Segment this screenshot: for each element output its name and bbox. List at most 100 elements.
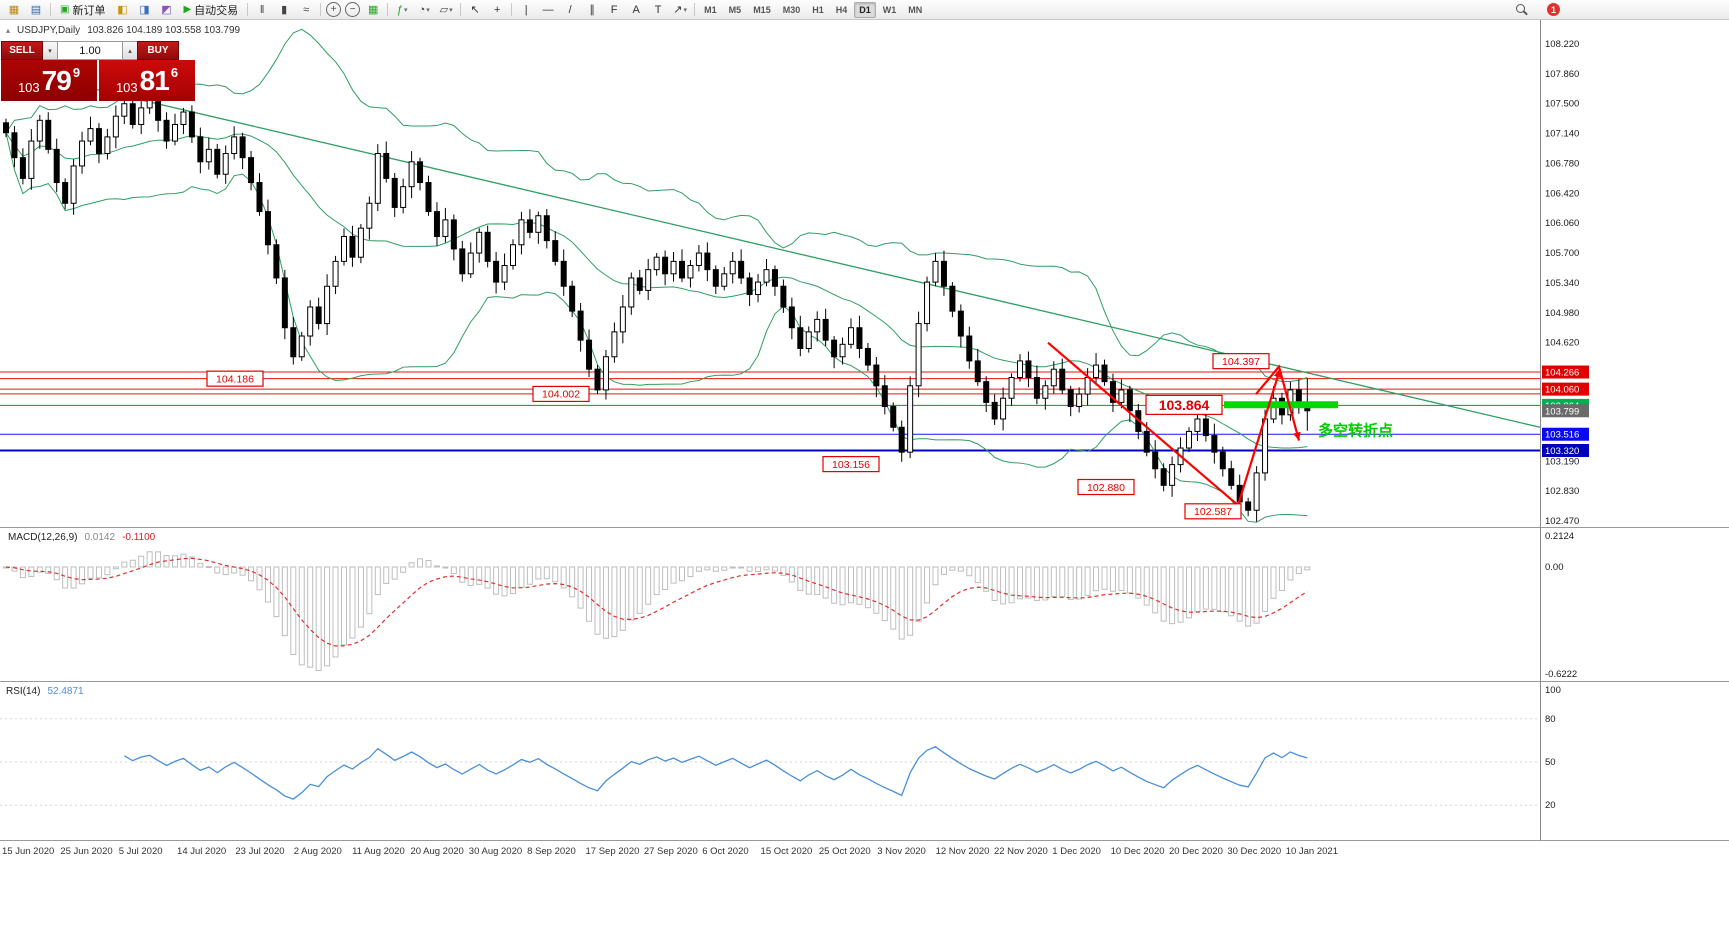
new-chart-icon[interactable]: ▦ — [4, 1, 24, 19]
candle — [552, 240, 559, 262]
price-axis-tick: 106.060 — [1545, 218, 1579, 229]
candle — [1059, 368, 1066, 391]
sell-price-block[interactable]: 103 79 9 — [1, 60, 97, 101]
templates-icon[interactable]: ▱ ▾ — [436, 1, 456, 19]
indicators-icon[interactable]: ƒ ▾ — [392, 1, 412, 19]
macd-bar — [1025, 566, 1032, 599]
price-callout-box[interactable] — [1212, 353, 1270, 370]
new-order-button-label: 新订单 — [72, 4, 106, 17]
date-axis[interactable]: 15 Jun 2020 25 Jun 2020 5 Jul 2020 14 Jul 2… — [0, 842, 1540, 862]
candle — [197, 136, 204, 163]
timeframe-m30[interactable]: M30 — [782, 4, 801, 15]
macd-bar — [476, 566, 483, 585]
candle — [915, 323, 922, 387]
candles-layer — [3, 87, 1311, 522]
timeframe-w1[interactable]: W1 — [882, 4, 897, 15]
candlestick-chart-icon[interactable]: ▮ — [274, 1, 294, 19]
candle — [1017, 360, 1023, 378]
macd-bar — [738, 566, 745, 569]
date-axis-label: 27 Sep 2020 — [643, 846, 698, 857]
macd-bar — [1304, 566, 1311, 571]
search-icon[interactable] — [1516, 4, 1530, 18]
volume-increase-button[interactable]: ▴ — [123, 41, 137, 60]
rsi-axis-value: 20 — [1545, 800, 1556, 811]
horizontal-line-icon[interactable]: — — [538, 1, 558, 19]
turning-point-annotation[interactable]: 多空转折点 — [1318, 422, 1393, 440]
fibonacci-icon[interactable]: F — [604, 1, 624, 19]
candle — [315, 306, 322, 325]
timeframe-h1[interactable]: H1 — [812, 4, 824, 15]
macd-bar — [881, 566, 888, 622]
price-axis-badge — [1542, 404, 1589, 418]
macd-bar — [222, 566, 229, 576]
macd-indicator-panel[interactable]: 0.2124 0.00 -0.6222 — [0, 527, 1729, 681]
new-order-button[interactable]: ▣ 新订单 — [54, 1, 111, 19]
profiles-icon[interactable]: ▤ — [26, 1, 46, 19]
arrows-icon: ↗ — [673, 4, 683, 16]
candle — [932, 260, 939, 283]
timeframe-d1[interactable]: D1 — [854, 1, 876, 18]
macd-bar — [864, 566, 871, 609]
timeframe-m1[interactable]: M1 — [704, 4, 717, 15]
cursor-icon[interactable]: ↖ — [465, 1, 485, 19]
channel-icon[interactable]: ∥ — [582, 1, 602, 19]
price-axis[interactable]: 108.220 107.860 107.500 107.140 106.780 106.4… — [1542, 39, 1589, 527]
macd-bar — [281, 566, 288, 637]
crosshair-icon[interactable]: + — [487, 1, 507, 19]
date-axis-label: 23 Jul 2020 — [235, 846, 285, 857]
red-zigzag-line[interactable] — [1255, 364, 1301, 441]
zoom-in-icon[interactable]: + — [326, 2, 342, 17]
price-callout-box[interactable] — [1077, 478, 1135, 496]
sell-button[interactable]: SELL — [1, 41, 43, 60]
arrows-icon[interactable]: ↗ ▾ — [670, 1, 690, 19]
macd-bar — [104, 566, 111, 576]
timeframe-mn[interactable]: MN — [908, 4, 923, 15]
vertical-line-icon: | — [524, 3, 528, 16]
macd-bar — [628, 566, 635, 621]
autotrading-button[interactable]: ▶ 自动交易 — [177, 1, 244, 19]
data-window-icon[interactable]: ◨ — [134, 1, 154, 19]
price-callout-box[interactable] — [532, 385, 590, 403]
price-axis-badge — [1542, 427, 1589, 441]
candle — [535, 215, 542, 233]
market-watch-icon[interactable]: ◧ — [112, 1, 132, 19]
bar-chart-icon[interactable]: ‖ — [252, 1, 272, 19]
descending-trendline[interactable] — [57, 79, 1541, 428]
navigator-icon[interactable]: ◩ — [156, 1, 176, 19]
candle — [493, 260, 500, 283]
timeframe-m5[interactable]: M5 — [728, 4, 742, 15]
macd-bar — [746, 566, 753, 572]
timeframe-h4[interactable]: H4 — [835, 4, 848, 15]
tile-windows-icon[interactable]: ▦ — [363, 1, 383, 19]
macd-bar — [856, 566, 863, 605]
candle — [450, 219, 457, 250]
price-callout-box[interactable] — [206, 370, 264, 387]
buy-price-block[interactable]: 103 81 6 — [99, 60, 195, 101]
macd-bar — [983, 566, 990, 592]
text-label-icon[interactable]: T — [648, 1, 668, 19]
vertical-line-icon[interactable]: | — [516, 1, 536, 19]
collapse-panel-icon[interactable]: ▴ — [6, 26, 11, 35]
price-callout-box[interactable] — [1145, 394, 1223, 415]
volume-decrease-button[interactable]: ▾ — [43, 41, 57, 60]
price-chart-panel[interactable]: 104.186 104.002 103.156 102.880 102.587 104.3… — [0, 20, 1729, 527]
price-callout-box[interactable] — [822, 456, 880, 473]
text-icon[interactable]: A — [626, 1, 646, 19]
zoom-out-icon[interactable]: − — [345, 2, 361, 17]
candle — [662, 256, 669, 275]
price-callout-box[interactable] — [1184, 503, 1242, 520]
candle — [1101, 364, 1108, 383]
candle — [518, 219, 525, 246]
trendline-icon[interactable]: / — [560, 1, 580, 19]
timeframe-m15[interactable]: M15 — [753, 4, 771, 15]
notification-badge[interactable]: 1 — [1547, 3, 1560, 16]
periods-icon[interactable]: ◔ ▾ — [414, 1, 434, 19]
rsi-indicator-panel[interactable]: 100 80 50 20 — [0, 681, 1729, 841]
toolbar-separator — [320, 3, 322, 16]
macd-bar — [417, 558, 424, 568]
candlestick-chart-icon: ▮ — [281, 4, 288, 16]
macd-bar — [755, 566, 762, 573]
line-chart-icon[interactable]: ≈ — [296, 1, 316, 19]
buy-button[interactable]: BUY — [137, 41, 179, 60]
volume-input[interactable] — [57, 41, 123, 60]
